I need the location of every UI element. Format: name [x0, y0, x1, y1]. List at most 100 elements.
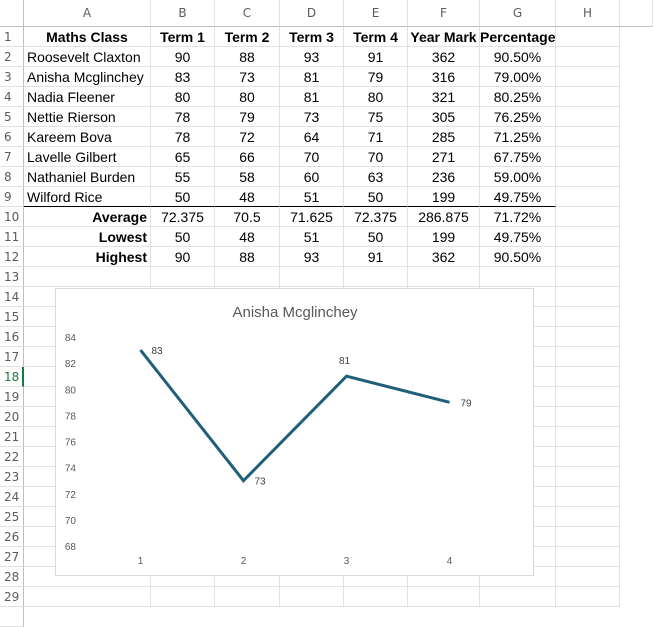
cell-c5[interactable]: 79 — [215, 107, 280, 127]
cell-d4[interactable]: 81 — [280, 87, 344, 107]
cell-f8[interactable]: 236 — [408, 167, 480, 187]
row-header-8[interactable]: 8 — [0, 167, 24, 187]
row-header-extra[interactable] — [0, 607, 24, 627]
cell-f10[interactable]: 286.875 — [408, 207, 480, 227]
row-header-12[interactable]: 12 — [0, 247, 24, 267]
cell-f9[interactable]: 199 — [408, 187, 480, 207]
grid-cell[interactable] — [556, 227, 620, 247]
grid-cell[interactable] — [556, 267, 620, 287]
cell-e7[interactable]: 70 — [344, 147, 408, 167]
grid-cell[interactable] — [556, 587, 620, 607]
cell-c3[interactable]: 73 — [215, 67, 280, 87]
cell-b12[interactable]: 90 — [151, 247, 215, 267]
cell-f11[interactable]: 199 — [408, 227, 480, 247]
row-header-16[interactable]: 16 — [0, 327, 24, 347]
cell-g12[interactable]: 90.50% — [480, 247, 556, 267]
cell-e11[interactable]: 50 — [344, 227, 408, 247]
row-header-19[interactable]: 19 — [0, 387, 24, 407]
grid-cell[interactable] — [556, 207, 620, 227]
grid-cell[interactable] — [556, 107, 620, 127]
cell-c4[interactable]: 80 — [215, 87, 280, 107]
cell-e12[interactable]: 91 — [344, 247, 408, 267]
cell-g3[interactable]: 79.00% — [480, 67, 556, 87]
row-header-2[interactable]: 2 — [0, 47, 24, 67]
cell-d6[interactable]: 64 — [280, 127, 344, 147]
cell-c8[interactable]: 58 — [215, 167, 280, 187]
grid-cell[interactable] — [215, 267, 280, 287]
grid-cell[interactable] — [408, 587, 480, 607]
cell-b4[interactable]: 80 — [151, 87, 215, 107]
column-header-d[interactable]: D — [280, 0, 344, 27]
row-header-7[interactable]: 7 — [0, 147, 24, 167]
cell-g7[interactable]: 67.75% — [480, 147, 556, 167]
column-header-a[interactable]: A — [24, 0, 151, 27]
cell-e10[interactable]: 72.375 — [344, 207, 408, 227]
grid-cell[interactable] — [24, 587, 151, 607]
row-header-11[interactable]: 11 — [0, 227, 24, 247]
row-header-29[interactable]: 29 — [0, 587, 24, 607]
row-header-26[interactable]: 26 — [0, 527, 24, 547]
grid-cell[interactable] — [151, 587, 215, 607]
column-header-c[interactable]: C — [215, 0, 280, 27]
grid-cell[interactable] — [215, 587, 280, 607]
cell-g10[interactable]: 71.72% — [480, 207, 556, 227]
grid-cell[interactable] — [556, 427, 620, 447]
grid-cell[interactable] — [556, 307, 620, 327]
cell-e2[interactable]: 91 — [344, 47, 408, 67]
cell-b7[interactable]: 65 — [151, 147, 215, 167]
column-header-extra[interactable] — [620, 0, 653, 27]
cell-f2[interactable]: 362 — [408, 47, 480, 67]
row-header-24[interactable]: 24 — [0, 487, 24, 507]
cell-c10[interactable]: 70.5 — [215, 207, 280, 227]
cell-a10[interactable]: Average — [24, 207, 151, 227]
grid-cell[interactable] — [556, 327, 620, 347]
grid-cell[interactable] — [556, 167, 620, 187]
cell-a3[interactable]: Anisha Mcglinchey — [24, 67, 151, 87]
row-header-20[interactable]: 20 — [0, 407, 24, 427]
grid-cell[interactable] — [556, 447, 620, 467]
row-header-3[interactable]: 3 — [0, 67, 24, 87]
row-header-10[interactable]: 10 — [0, 207, 24, 227]
cell-a12[interactable]: Highest — [24, 247, 151, 267]
grid-cell[interactable] — [344, 267, 408, 287]
grid-cell[interactable] — [556, 487, 620, 507]
cell-d7[interactable]: 70 — [280, 147, 344, 167]
cell-e4[interactable]: 80 — [344, 87, 408, 107]
grid-cell[interactable] — [151, 567, 215, 587]
cell-d8[interactable]: 60 — [280, 167, 344, 187]
grid-cell[interactable] — [556, 247, 620, 267]
cell-e1[interactable]: Term 4 — [344, 27, 408, 47]
grid-cell[interactable] — [480, 567, 556, 587]
cell-f5[interactable]: 305 — [408, 107, 480, 127]
cell-f6[interactable]: 285 — [408, 127, 480, 147]
row-header-17[interactable]: 17 — [0, 347, 24, 367]
cell-a9[interactable]: Wilford Rice — [24, 187, 151, 207]
column-header-h[interactable]: H — [556, 0, 620, 27]
column-header-g[interactable]: G — [480, 0, 556, 27]
row-header-27[interactable]: 27 — [0, 547, 24, 567]
grid-cell[interactable] — [556, 347, 620, 367]
grid-cell[interactable] — [556, 187, 620, 207]
cell-g6[interactable]: 71.25% — [480, 127, 556, 147]
cell-b3[interactable]: 83 — [151, 67, 215, 87]
grid-cell[interactable] — [556, 87, 620, 107]
cell-g5[interactable]: 76.25% — [480, 107, 556, 127]
column-header-f[interactable]: F — [408, 0, 480, 27]
cell-b2[interactable]: 90 — [151, 47, 215, 67]
grid-cell[interactable] — [344, 567, 408, 587]
cell-d10[interactable]: 71.625 — [280, 207, 344, 227]
row-header-15[interactable]: 15 — [0, 307, 24, 327]
grid-cell[interactable] — [556, 287, 620, 307]
grid-cell[interactable] — [556, 467, 620, 487]
grid-cell[interactable] — [556, 387, 620, 407]
row-header-5[interactable]: 5 — [0, 107, 24, 127]
grid-cell[interactable] — [556, 507, 620, 527]
grid-cell[interactable] — [556, 127, 620, 147]
cell-b8[interactable]: 55 — [151, 167, 215, 187]
cell-b9[interactable]: 50 — [151, 187, 215, 207]
cell-b6[interactable]: 78 — [151, 127, 215, 147]
cell-d1[interactable]: Term 3 — [280, 27, 344, 47]
cell-c12[interactable]: 88 — [215, 247, 280, 267]
row-header-18[interactable]: 18 — [0, 367, 24, 387]
